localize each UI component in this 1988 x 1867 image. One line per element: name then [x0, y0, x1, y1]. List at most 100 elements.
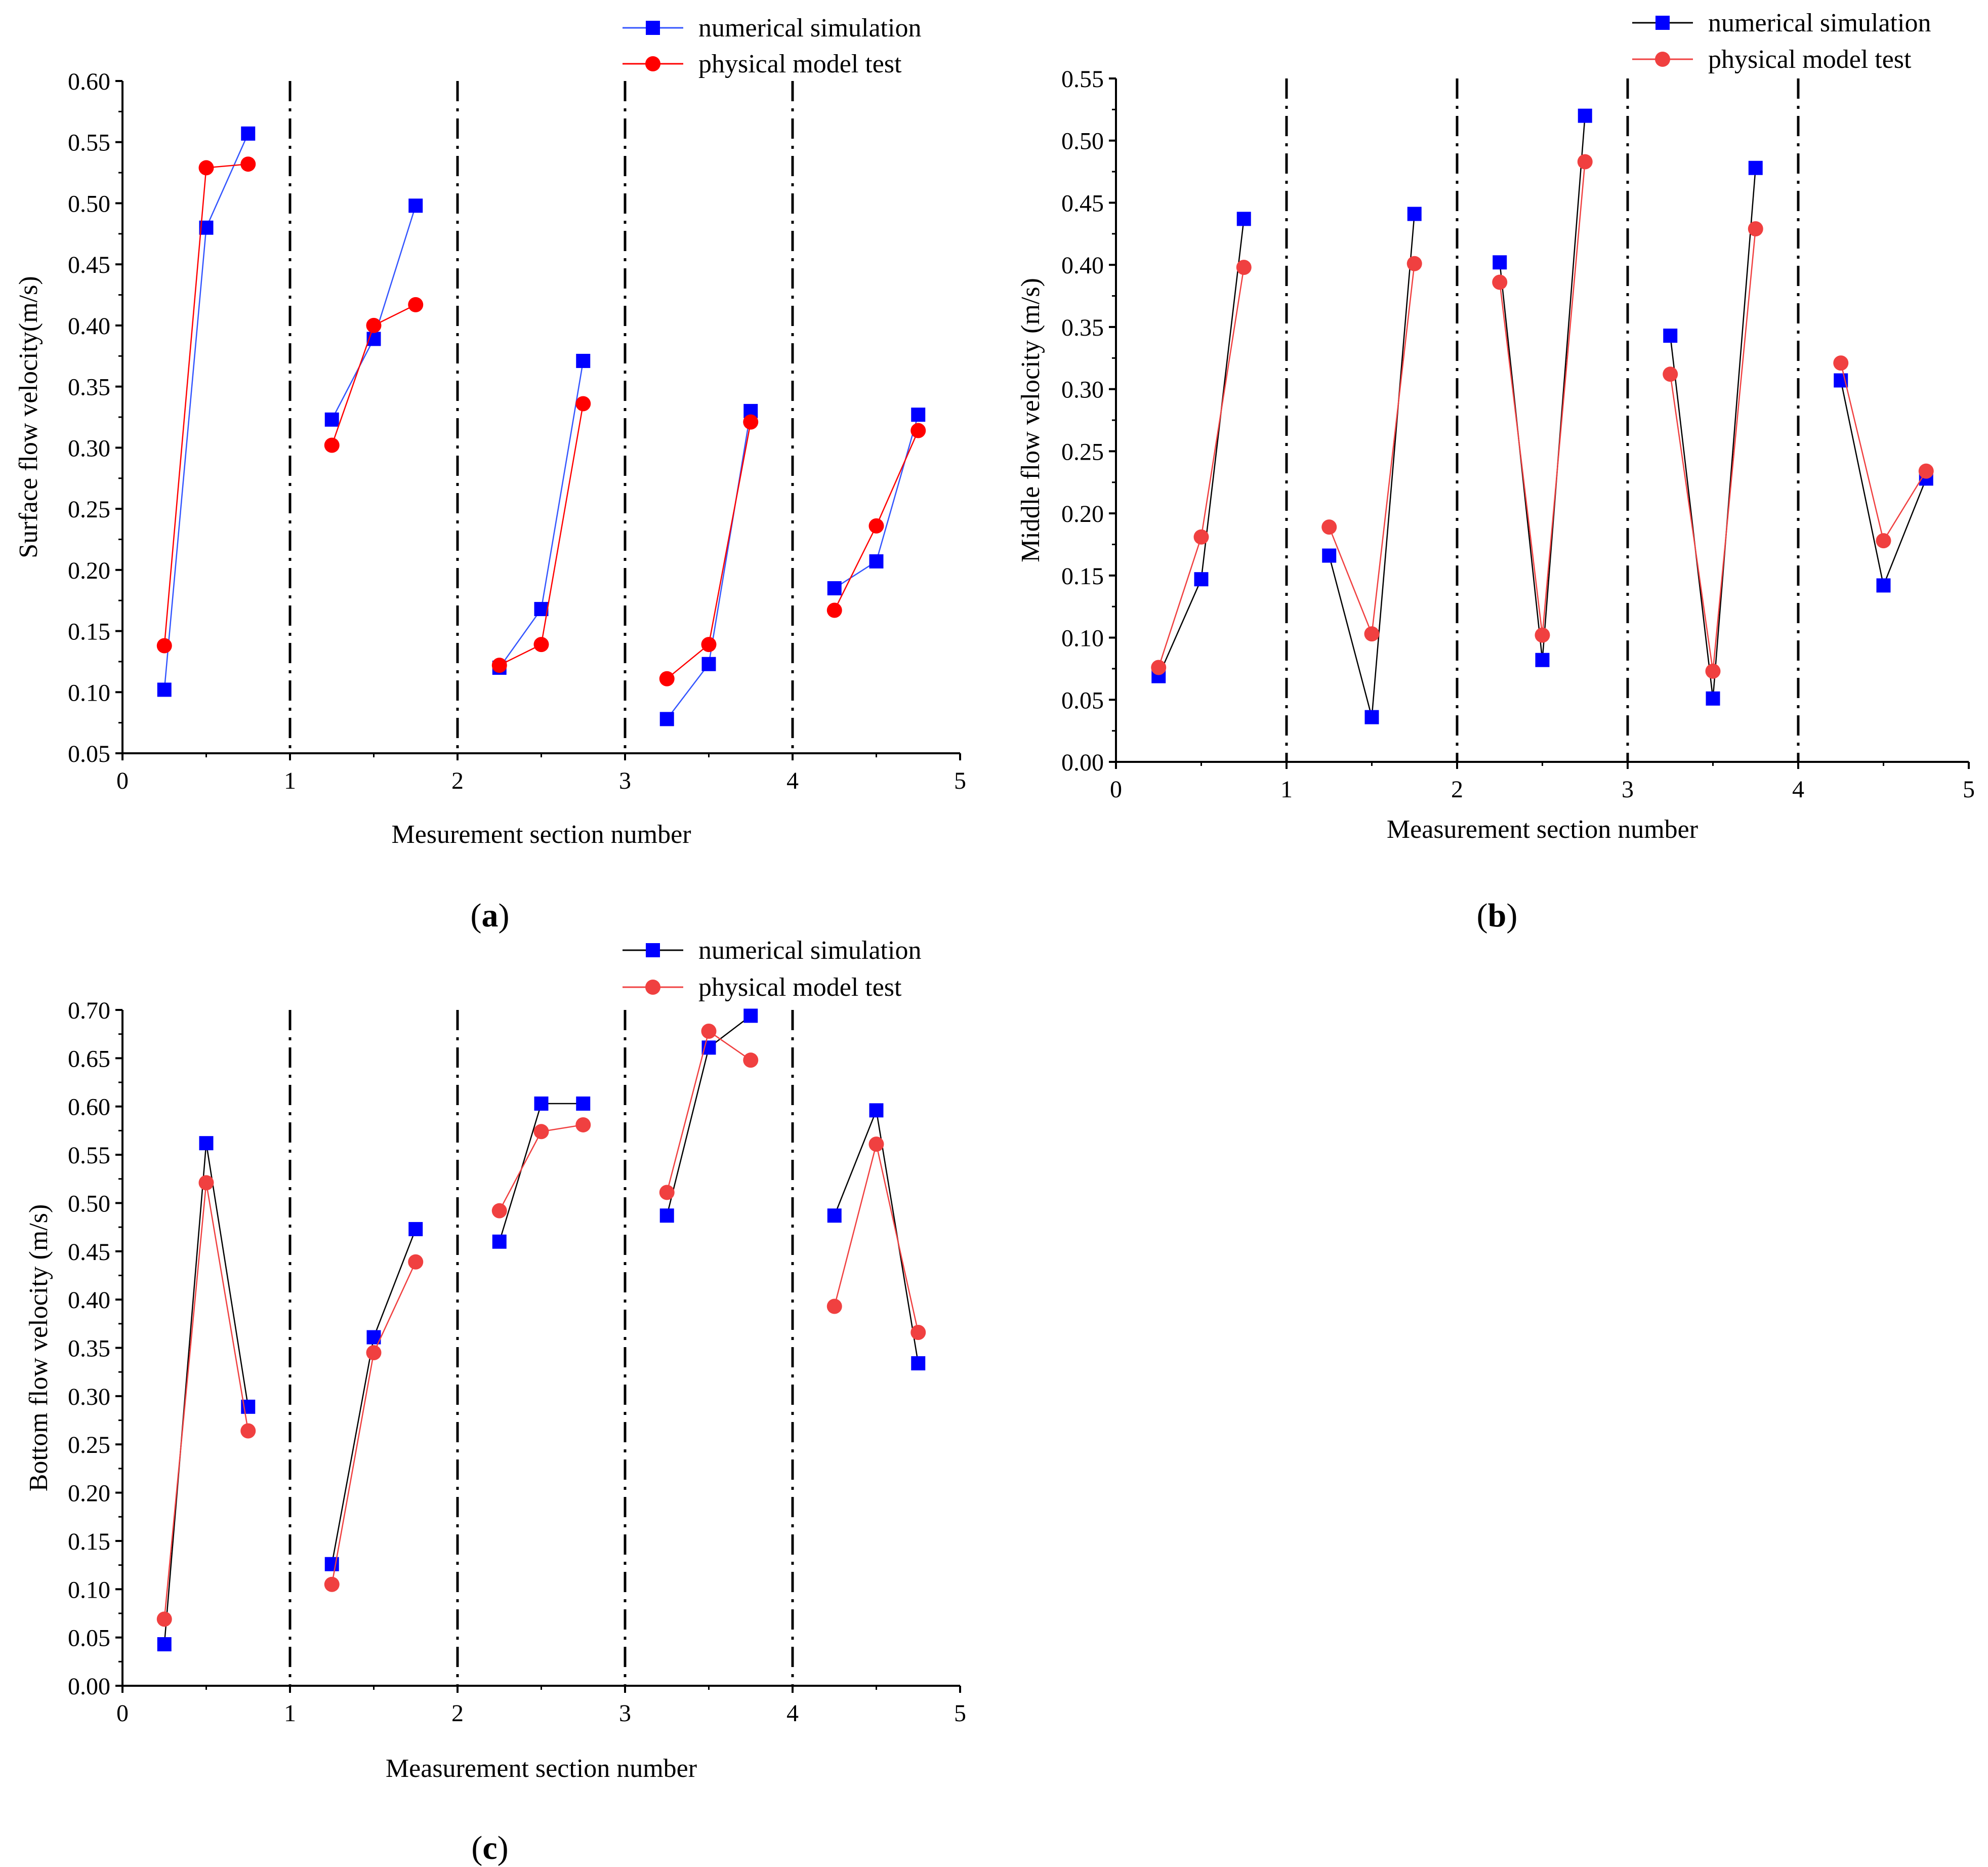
sim-series-line — [1158, 219, 1245, 677]
sim-point-marker — [576, 353, 591, 368]
y-tick-label: 0.20 — [1061, 501, 1104, 527]
sim-point-marker — [1706, 691, 1720, 706]
sim-point-marker — [1194, 572, 1209, 587]
sim-series-line — [1840, 380, 1927, 588]
legend-sim-marker — [646, 21, 660, 35]
sim-point-marker — [911, 1356, 926, 1371]
test-point-marker — [1705, 663, 1721, 679]
sim-point-marker — [869, 1103, 884, 1118]
test-point-marker — [1364, 626, 1380, 642]
sim-point-marker — [1876, 578, 1891, 593]
test-point-marker — [1918, 463, 1934, 479]
x-tick-label: 5 — [954, 1700, 966, 1727]
sim-point-marker — [1236, 212, 1251, 226]
sim-point-marker — [324, 412, 339, 427]
y-axis-label: Bottom flow velocity (m/s) — [24, 1204, 53, 1492]
sim-point-marker — [1578, 108, 1592, 123]
y-tick-label: 0.50 — [68, 1190, 110, 1217]
test-series-line — [1499, 161, 1586, 635]
sim-point-marker — [701, 657, 716, 671]
test-series-line — [1840, 362, 1927, 543]
sim-point-marker — [576, 1096, 591, 1111]
legend-test-label: physical model test — [698, 50, 902, 78]
x-axis-label: Measurement section number — [1387, 815, 1698, 844]
y-tick-label: 0.60 — [68, 1094, 110, 1121]
test-point-marker — [491, 1203, 507, 1219]
sim-point-marker — [827, 1208, 842, 1223]
legend-test-marker — [645, 56, 660, 71]
sim-series-line — [331, 205, 417, 420]
test-point-marker — [324, 1576, 340, 1592]
test-point-marker — [1492, 274, 1508, 290]
test-point-marker — [366, 317, 382, 333]
test-point-marker — [910, 423, 926, 438]
y-axis-label: Middle flow velocity (m/s) — [1016, 278, 1045, 562]
sim-point-marker — [827, 581, 842, 596]
panel-label: (a) — [471, 897, 510, 934]
y-tick-label: 0.20 — [68, 1480, 110, 1507]
test-point-marker — [826, 1298, 842, 1314]
sim-point-marker — [408, 1222, 423, 1236]
x-tick-label: 3 — [1622, 776, 1634, 803]
test-point-marker — [1193, 529, 1209, 545]
y-tick-label: 0.50 — [1061, 128, 1104, 155]
x-tick-label: 5 — [1963, 776, 1975, 803]
y-tick-label: 0.45 — [68, 252, 110, 278]
x-tick-label: 5 — [954, 767, 966, 794]
y-tick-label: 0.50 — [68, 190, 110, 217]
y-tick-label: 0.05 — [68, 1625, 110, 1652]
panel-b-middle-velocity-chart: 0.00 0.05 0.10 0.15 0.20 0.25 0.30 0.35 0.40 0.45… — [1016, 9, 1975, 934]
sim-series-line — [666, 411, 752, 720]
test-point-marker — [826, 602, 842, 618]
sim-point-marker — [534, 1096, 549, 1111]
y-tick-label: 0.10 — [68, 1576, 110, 1603]
test-point-marker — [659, 1185, 675, 1200]
y-tick-label: 0.45 — [1061, 190, 1104, 217]
y-tick-label: 0.05 — [1061, 687, 1104, 714]
y-tick-label: 0.30 — [68, 435, 110, 462]
test-series-line — [1670, 228, 1756, 671]
sim-point-marker — [1748, 160, 1763, 175]
test-point-marker — [1748, 221, 1763, 236]
test-point-marker — [743, 414, 759, 430]
legend-sim-label: numerical simulation — [698, 14, 921, 43]
y-axis-label: Surface flow velocity(m/s) — [14, 276, 43, 558]
x-tick-label: 1 — [284, 767, 296, 794]
x-tick-label: 4 — [786, 1700, 799, 1727]
y-tick-label: 0.70 — [68, 997, 110, 1024]
sim-point-marker — [157, 682, 172, 697]
x-tick-label: 3 — [619, 767, 631, 794]
legend-sim-marker — [646, 943, 660, 957]
x-tick-label: 2 — [451, 767, 464, 794]
x-axis-label: Mesurement section number — [391, 820, 691, 849]
sim-point-marker — [1535, 653, 1550, 667]
y-tick-label: 0.35 — [68, 1335, 110, 1362]
test-point-marker — [575, 1117, 591, 1132]
test-point-marker — [366, 1345, 382, 1361]
test-point-marker — [1236, 260, 1252, 275]
sim-point-marker — [241, 126, 256, 141]
test-point-marker — [240, 1423, 256, 1439]
test-point-marker — [408, 297, 424, 312]
sim-series-line — [1670, 168, 1756, 699]
x-tick-label: 3 — [619, 1700, 631, 1727]
test-point-marker — [1406, 256, 1422, 271]
sim-point-marker — [911, 408, 926, 422]
sim-series-line — [499, 360, 584, 668]
test-point-marker — [198, 1175, 214, 1191]
y-tick-label: 0.40 — [1061, 252, 1104, 279]
test-series-line — [163, 163, 248, 646]
test-point-marker — [1876, 533, 1891, 549]
y-tick-label: 0.45 — [68, 1239, 110, 1266]
test-point-marker — [156, 1611, 172, 1627]
sim-point-marker — [157, 1637, 172, 1651]
test-point-marker — [324, 437, 340, 453]
sim-point-marker — [1364, 710, 1379, 724]
y-tick-label: 0.55 — [68, 1142, 110, 1169]
test-point-marker — [1577, 154, 1593, 170]
sim-series-line — [163, 1143, 249, 1645]
test-point-marker — [868, 1137, 884, 1152]
test-series-line — [163, 1183, 249, 1619]
y-tick-label: 0.00 — [68, 1673, 110, 1700]
y-tick-label: 0.20 — [68, 557, 110, 584]
